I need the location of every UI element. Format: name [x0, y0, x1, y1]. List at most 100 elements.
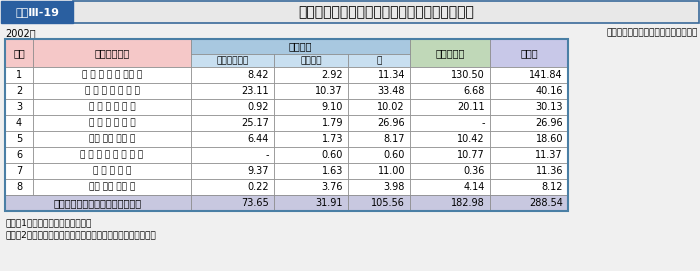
Text: 10.42: 10.42: [457, 134, 485, 144]
Text: 18.60: 18.60: [536, 134, 563, 144]
Text: 6.44: 6.44: [248, 134, 269, 144]
Bar: [348, 131, 410, 147]
Bar: [410, 195, 490, 211]
Bar: [274, 99, 348, 115]
Bar: [274, 83, 348, 99]
Text: 33.48: 33.48: [377, 86, 405, 96]
Text: 3: 3: [16, 102, 22, 112]
Text: 順位: 順位: [13, 48, 25, 58]
Text: 5: 5: [16, 134, 22, 144]
Text: カ ザ フ ス タ ン: カ ザ フ ス タ ン: [89, 102, 135, 111]
Text: 4.14: 4.14: [463, 182, 485, 192]
Bar: [410, 179, 490, 195]
Bar: [274, 131, 348, 147]
Text: 1.73: 1.73: [321, 134, 343, 144]
Text: 288.54: 288.54: [529, 198, 563, 208]
Text: 2: 2: [16, 86, 22, 96]
Text: 25.17: 25.17: [241, 118, 269, 128]
Text: 注：（1）地域区分は外務省分類。: 注：（1）地域区分は外務省分類。: [5, 218, 92, 227]
Bar: [5, 131, 33, 147]
Text: キ　 ル　 ギ　 ス: キ ル ギ ス: [89, 182, 135, 192]
Text: 計: 計: [377, 56, 382, 65]
Bar: [274, 115, 348, 131]
Text: 6: 6: [16, 150, 22, 160]
Bar: [33, 83, 191, 99]
Text: 0.60: 0.60: [321, 150, 343, 160]
Text: 0.22: 0.22: [247, 182, 269, 192]
Bar: [490, 67, 568, 83]
Text: 3.76: 3.76: [321, 182, 343, 192]
Text: 1.79: 1.79: [321, 118, 343, 128]
Text: 20.11: 20.11: [457, 102, 485, 112]
Text: -: -: [482, 118, 485, 128]
Bar: [33, 115, 191, 131]
Text: 10.37: 10.37: [316, 86, 343, 96]
Bar: [274, 163, 348, 179]
Bar: [274, 147, 348, 163]
Bar: [490, 115, 568, 131]
Bar: [191, 195, 274, 211]
Bar: [33, 131, 191, 147]
Text: 贈　　与: 贈 与: [288, 41, 312, 51]
Bar: [5, 39, 568, 211]
Text: 26.96: 26.96: [536, 118, 563, 128]
Text: 政府貸付等: 政府貸付等: [435, 48, 465, 58]
Text: 182.98: 182.98: [452, 198, 485, 208]
Text: ト ル ク メ ニ ス タ ン: ト ル ク メ ニ ス タ ン: [80, 150, 144, 160]
Bar: [191, 99, 274, 115]
Bar: [191, 67, 274, 83]
Text: 40.16: 40.16: [536, 86, 563, 96]
Text: 6.68: 6.68: [463, 86, 485, 96]
Bar: [410, 147, 490, 163]
Text: 11.34: 11.34: [377, 70, 405, 80]
Bar: [191, 131, 274, 147]
Text: 31.91: 31.91: [316, 198, 343, 208]
Bar: [5, 67, 33, 83]
Bar: [348, 54, 410, 67]
Bar: [191, 115, 274, 131]
Text: 8.42: 8.42: [248, 70, 269, 80]
Bar: [490, 83, 568, 99]
Text: 10.02: 10.02: [377, 102, 405, 112]
Text: 9.10: 9.10: [321, 102, 343, 112]
Text: 141.84: 141.84: [529, 70, 563, 80]
Bar: [191, 83, 274, 99]
Bar: [490, 39, 568, 67]
Bar: [5, 115, 33, 131]
Bar: [490, 99, 568, 115]
Bar: [5, 179, 33, 195]
Text: 26.96: 26.96: [377, 118, 405, 128]
Bar: [191, 147, 274, 163]
Text: 30.13: 30.13: [536, 102, 563, 112]
Bar: [348, 115, 410, 131]
Text: グ　 ル　 ジ　 ア: グ ル ジ ア: [89, 134, 135, 144]
Text: 2002年: 2002年: [5, 28, 36, 38]
Bar: [410, 83, 490, 99]
Text: 8.12: 8.12: [542, 182, 563, 192]
Bar: [410, 39, 490, 67]
Bar: [490, 147, 568, 163]
Text: （2）四捨五入の関係上、合計が一致しないことがある。: （2）四捨五入の関係上、合計が一致しないことがある。: [5, 230, 155, 239]
Text: 3.98: 3.98: [384, 182, 405, 192]
Text: 11.37: 11.37: [536, 150, 563, 160]
Text: 23.11: 23.11: [241, 86, 269, 96]
Text: 無償資金協力: 無償資金協力: [216, 56, 248, 65]
Text: 中央アジア・コーカサス地域合計: 中央アジア・コーカサス地域合計: [54, 198, 142, 208]
Text: 0.60: 0.60: [384, 150, 405, 160]
Bar: [348, 195, 410, 211]
Bar: [1, 1, 73, 23]
Bar: [348, 163, 410, 179]
Text: 図表Ⅲ-19: 図表Ⅲ-19: [15, 7, 59, 17]
Bar: [33, 179, 191, 195]
Text: 2.92: 2.92: [321, 70, 343, 80]
Text: 国又は地域名: 国又は地域名: [94, 48, 130, 58]
Bar: [348, 83, 410, 99]
Text: 8: 8: [16, 182, 22, 192]
Bar: [5, 147, 33, 163]
Bar: [410, 131, 490, 147]
Bar: [5, 195, 191, 211]
Text: ウ ズ ベ キ ス タ ン: ウ ズ ベ キ ス タ ン: [85, 86, 139, 95]
Bar: [191, 54, 274, 67]
Text: 1: 1: [16, 70, 22, 80]
Text: 11.00: 11.00: [377, 166, 405, 176]
